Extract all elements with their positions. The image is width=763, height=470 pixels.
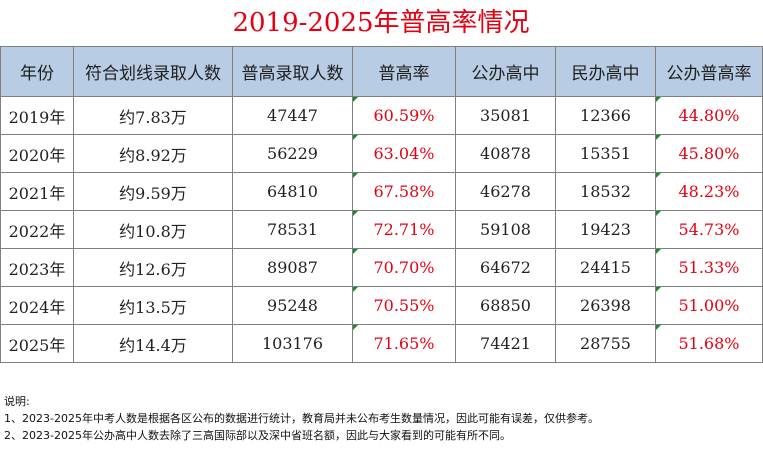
table-row: 2020年 约8.92万 56229 63.04% 40878 15351 45.80% xyxy=(0,134,763,173)
table-cell: 60.59% xyxy=(352,96,456,135)
table-cell: 72.71% xyxy=(352,210,456,249)
header-cell: 公办普高率 xyxy=(655,46,763,97)
table-cell: 2019年 xyxy=(0,96,74,135)
table-cell: 47447 xyxy=(232,96,353,135)
table-cell: 40878 xyxy=(455,134,556,173)
table-cell: 2020年 xyxy=(0,134,74,173)
table-cell: 2021年 xyxy=(0,172,74,211)
table-title: 2019-2025年普高率情况 xyxy=(0,0,762,47)
table-cell: 26398 xyxy=(555,286,656,325)
table-cell: 2022年 xyxy=(0,210,74,249)
table-cell: 44.80% xyxy=(655,96,763,135)
table-cell: 28755 xyxy=(555,324,656,363)
table-cell: 46278 xyxy=(455,172,556,211)
table-cell: 2023年 xyxy=(0,248,74,287)
table-cell: 59108 xyxy=(455,210,556,249)
table-cell: 67.58% xyxy=(352,172,456,211)
header-row: 年份 符合划线录取人数 普高录取人数 普高率 公办高中 民办高中 公办普高率 xyxy=(0,46,763,97)
table-row: 2024年 约13.5万 95248 70.55% 68850 26398 51.00% xyxy=(0,286,763,325)
table-cell: 约9.59万 xyxy=(73,172,233,211)
table-cell: 约10.8万 xyxy=(73,210,233,249)
header-cell: 公办高中 xyxy=(455,46,556,97)
table-cell: 103176 xyxy=(232,324,353,363)
table-cell: 78531 xyxy=(232,210,353,249)
table-cell: 约7.83万 xyxy=(73,96,233,135)
table-cell: 约12.6万 xyxy=(73,248,233,287)
table-cell: 24415 xyxy=(555,248,656,287)
table-row: 2021年 约9.59万 64810 67.58% 46278 18532 48.23% xyxy=(0,172,763,211)
table-cell: 89087 xyxy=(232,248,353,287)
notes: 说明: 1、2023-2025年中考人数是根据各区公布的数据进行统计，教育局并未公… xyxy=(4,393,599,444)
table-cell: 64672 xyxy=(455,248,556,287)
table-row: 2022年 约10.8万 78531 72.71% 59108 19423 54.73% xyxy=(0,210,763,249)
table-cell: 约8.92万 xyxy=(73,134,233,173)
table-cell: 45.80% xyxy=(655,134,763,173)
table-cell: 95248 xyxy=(232,286,353,325)
header-cell: 民办高中 xyxy=(555,46,656,97)
table-row: 2023年 约12.6万 89087 70.70% 64672 24415 51.33% xyxy=(0,248,763,287)
table-cell: 约14.4万 xyxy=(73,324,233,363)
table: 年份 符合划线录取人数 普高录取人数 普高率 公办高中 民办高中 公办普高率 2019年 约7… xyxy=(0,46,763,363)
table-cell: 51.68% xyxy=(655,324,763,363)
table-cell: 18532 xyxy=(555,172,656,211)
table-body: 2019年 约7.83万 47447 60.59% 35081 12366 44.80% 20… xyxy=(0,96,763,363)
note-line: 2、2023-2025年公办高中人数去除了三高国际部以及深中省班名额，因此与大家… xyxy=(4,429,511,442)
table-cell: 71.65% xyxy=(352,324,456,363)
table-cell: 51.33% xyxy=(655,248,763,287)
header-cell: 年份 xyxy=(0,46,74,97)
table-cell: 约13.5万 xyxy=(73,286,233,325)
table-cell: 2024年 xyxy=(0,286,74,325)
header-cell: 符合划线录取人数 xyxy=(73,46,233,97)
table-cell: 2025年 xyxy=(0,324,74,363)
table-cell: 19423 xyxy=(555,210,656,249)
table-cell: 15351 xyxy=(555,134,656,173)
table-cell: 68850 xyxy=(455,286,556,325)
table-cell: 70.55% xyxy=(352,286,456,325)
table-cell: 51.00% xyxy=(655,286,763,325)
note-line: 说明: xyxy=(4,395,30,408)
table-cell: 12366 xyxy=(555,96,656,135)
table-cell: 64810 xyxy=(232,172,353,211)
header-cell: 普高率 xyxy=(352,46,456,97)
table-row: 2019年 约7.83万 47447 60.59% 35081 12366 44.80% xyxy=(0,96,763,135)
table-cell: 74421 xyxy=(455,324,556,363)
table-cell: 56229 xyxy=(232,134,353,173)
table-cell: 63.04% xyxy=(352,134,456,173)
table-row: 2025年 约14.4万 103176 71.65% 74421 28755 51.68% xyxy=(0,324,763,363)
table-cell: 35081 xyxy=(455,96,556,135)
header-cell: 普高录取人数 xyxy=(232,46,353,97)
table-cell: 70.70% xyxy=(352,248,456,287)
table-cell: 54.73% xyxy=(655,210,763,249)
note-line: 1、2023-2025年中考人数是根据各区公布的数据进行统计，教育局并未公布考生… xyxy=(4,412,599,425)
table-cell: 48.23% xyxy=(655,172,763,211)
